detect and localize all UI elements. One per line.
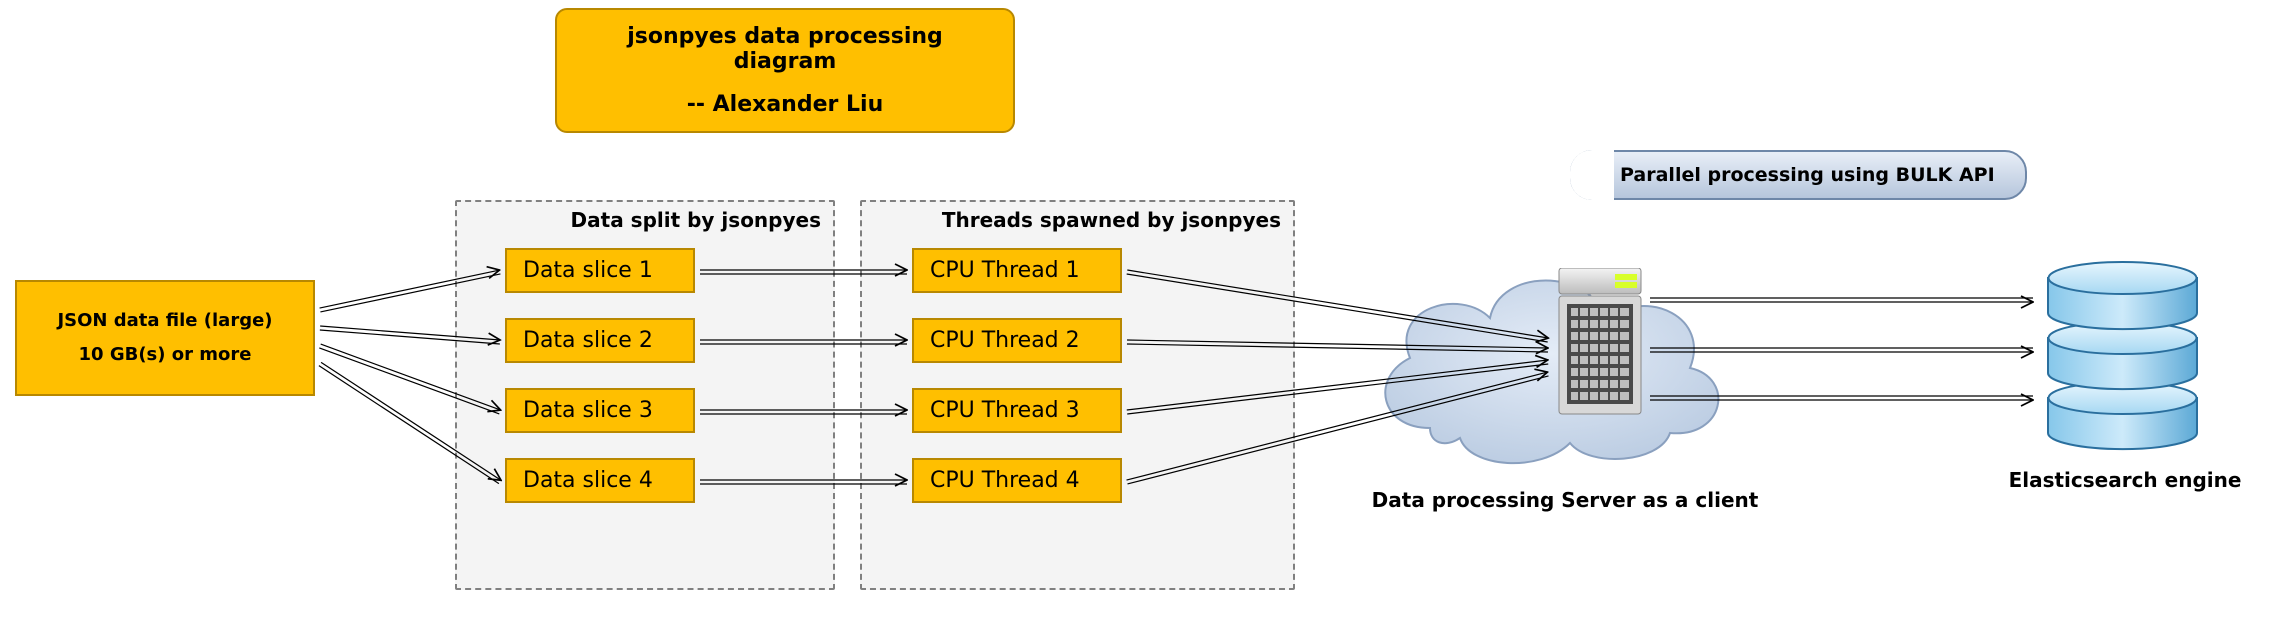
- group-slices-title: Data split by jsonpyes: [571, 208, 821, 232]
- data-slice-2: Data slice 2: [505, 318, 695, 363]
- source-line1: JSON data file (large): [31, 304, 299, 338]
- title-box: jsonpyes data processing diagram -- Alex…: [555, 8, 1015, 133]
- data-slice-3: Data slice 3: [505, 388, 695, 433]
- database-icon: [2040, 248, 2205, 453]
- server-icon: [1555, 268, 1645, 418]
- data-slice-1: Data slice 1: [505, 248, 695, 293]
- note-bulk-api: Parallel processing using BULK API: [1570, 150, 2027, 200]
- title-line2: -- Alexander Liu: [585, 92, 985, 117]
- group-threads-title: Threads spawned by jsonpyes: [942, 208, 1281, 232]
- cloud-icon: [1370, 248, 1730, 478]
- cpu-thread-2: CPU Thread 2: [912, 318, 1122, 363]
- db-caption: Elasticsearch engine: [2000, 468, 2250, 492]
- source-json-box: JSON data file (large) 10 GB(s) or more: [15, 280, 315, 396]
- note-text: Parallel processing using BULK API: [1620, 164, 1995, 186]
- cpu-thread-4: CPU Thread 4: [912, 458, 1122, 503]
- title-line1: jsonpyes data processing diagram: [585, 24, 985, 74]
- data-slice-4: Data slice 4: [505, 458, 695, 503]
- source-line2: 10 GB(s) or more: [31, 338, 299, 372]
- cpu-thread-1: CPU Thread 1: [912, 248, 1122, 293]
- cpu-thread-3: CPU Thread 3: [912, 388, 1122, 433]
- cloud-caption: Data processing Server as a client: [1365, 488, 1765, 512]
